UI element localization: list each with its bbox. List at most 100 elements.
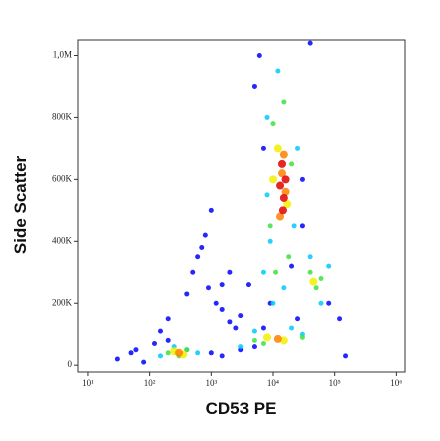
data-point <box>114 356 120 362</box>
data-point <box>251 337 257 343</box>
data-point <box>260 145 266 151</box>
data-point <box>307 40 313 46</box>
data-point <box>278 169 287 178</box>
x-tick-label: 10⁵ <box>329 378 341 388</box>
data-point <box>205 285 211 291</box>
data-point <box>190 269 196 275</box>
data-point <box>213 300 219 306</box>
data-point <box>273 269 279 275</box>
x-tick-label: 10⁶ <box>390 378 402 388</box>
y-tick-label: 600K <box>52 173 73 183</box>
data-point <box>295 145 301 151</box>
data-point <box>273 334 282 343</box>
data-point <box>175 348 184 357</box>
data-point <box>318 300 324 306</box>
data-point <box>268 175 277 184</box>
y-tick-label: 200K <box>52 297 73 307</box>
data-point <box>337 316 343 322</box>
data-point <box>219 282 225 288</box>
data-point <box>133 347 139 353</box>
x-tick-label: 10² <box>144 378 156 388</box>
data-point <box>270 121 276 127</box>
y-tick-label: 400K <box>52 235 73 245</box>
data-point <box>299 223 305 229</box>
data-point <box>267 238 273 244</box>
data-point <box>264 192 270 198</box>
data-point <box>283 200 292 209</box>
data-point <box>267 223 273 229</box>
data-point <box>281 175 290 184</box>
data-point <box>281 285 287 291</box>
data-point <box>276 181 285 190</box>
data-point <box>184 291 190 297</box>
data-point <box>318 275 324 281</box>
data-point <box>279 193 288 202</box>
data-point <box>165 350 171 356</box>
data-point <box>276 212 285 221</box>
data-point <box>202 232 208 238</box>
data-point <box>260 325 266 331</box>
data-point <box>263 333 272 342</box>
data-point <box>251 344 257 350</box>
data-point <box>233 325 239 331</box>
data-point <box>307 269 313 275</box>
x-tick-label: 10¹ <box>82 378 94 388</box>
data-point <box>264 114 270 120</box>
data-point <box>291 223 297 229</box>
data-point <box>286 254 292 260</box>
x-tick-label: 10⁴ <box>267 378 279 388</box>
data-point <box>313 285 319 291</box>
data-point <box>165 316 171 322</box>
data-point <box>238 344 244 350</box>
data-point <box>273 144 282 153</box>
data-point <box>275 68 281 74</box>
data-point <box>260 269 266 275</box>
data-point <box>326 300 332 306</box>
data-point <box>195 350 201 356</box>
x-tick-label: 10³ <box>205 378 217 388</box>
data-point <box>245 282 251 288</box>
data-point <box>238 313 244 319</box>
data-point <box>219 353 225 359</box>
data-point <box>208 350 214 356</box>
data-point <box>227 319 233 325</box>
data-point <box>165 337 171 343</box>
data-point <box>309 277 318 286</box>
plot-frame <box>77 39 406 373</box>
data-point <box>184 347 190 353</box>
data-point <box>279 336 288 345</box>
data-point <box>270 300 276 306</box>
y-tick-label: 1,0M <box>53 50 72 60</box>
data-point <box>219 306 225 312</box>
data-point <box>326 263 332 269</box>
data-point <box>260 341 266 347</box>
data-point <box>278 206 287 215</box>
data-point <box>195 254 201 260</box>
data-point <box>299 176 305 182</box>
data-point <box>289 325 295 331</box>
data-point <box>289 263 295 269</box>
data-point <box>299 334 305 340</box>
data-point <box>281 187 290 196</box>
x-axis-title: CD53 PE <box>206 399 277 418</box>
data-point <box>157 353 163 359</box>
data-point <box>128 350 134 356</box>
data-point <box>289 161 295 167</box>
data-point <box>208 207 214 213</box>
data-point <box>152 341 158 347</box>
data-point <box>157 328 163 334</box>
y-axis-title: Side Scatter <box>11 155 30 254</box>
data-point <box>343 353 349 359</box>
data-point <box>281 99 287 105</box>
data-point <box>251 83 257 89</box>
data-point <box>199 245 205 250</box>
data-point <box>279 150 288 159</box>
data-point <box>256 52 262 58</box>
y-tick-label: 0 <box>68 359 73 369</box>
data-point <box>307 254 313 260</box>
data-point <box>227 269 233 275</box>
data-point <box>141 359 147 365</box>
data-point <box>295 316 301 322</box>
